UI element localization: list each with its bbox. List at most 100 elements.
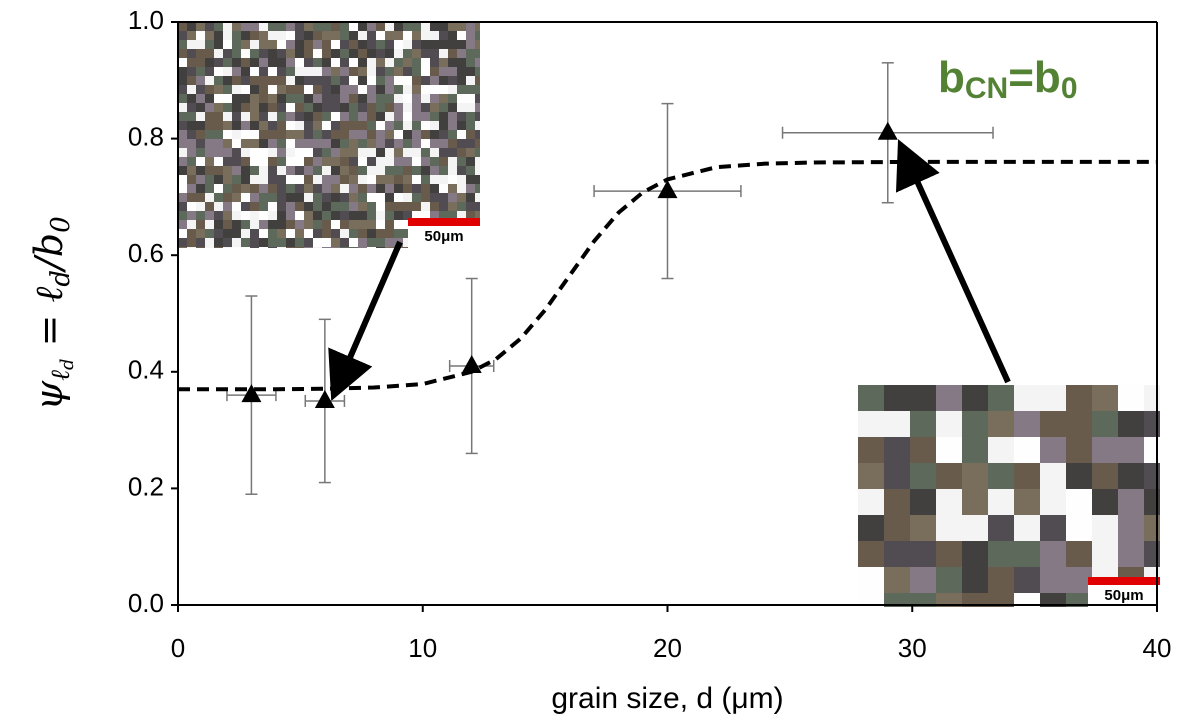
grain: [1092, 489, 1118, 515]
grain: [403, 22, 412, 31]
grain: [349, 121, 358, 130]
grain: [475, 148, 480, 157]
grain: [466, 67, 475, 76]
grain: [277, 193, 286, 202]
grain: [1014, 437, 1040, 463]
grain: [196, 121, 205, 130]
grain: [304, 247, 313, 248]
grain: [250, 157, 259, 166]
grain: [962, 515, 988, 541]
grain: [205, 211, 214, 220]
grain: [394, 193, 403, 202]
grain: [421, 31, 430, 40]
grain: [394, 40, 403, 49]
grain: [223, 67, 232, 76]
grain: [277, 202, 286, 211]
grain: [241, 184, 250, 193]
grain: [295, 238, 304, 247]
grain: [466, 112, 475, 121]
grain: [313, 139, 322, 148]
grain: [232, 202, 241, 211]
grain: [475, 166, 480, 175]
grain: [313, 85, 322, 94]
grain: [367, 211, 376, 220]
grain: [232, 22, 241, 31]
grain: [187, 166, 196, 175]
grain: [268, 184, 277, 193]
grain: [403, 103, 412, 112]
grain: [322, 139, 331, 148]
grain: [385, 175, 394, 184]
grain: [196, 247, 205, 248]
grain: [1040, 463, 1066, 489]
x-tick-label: 30: [898, 633, 927, 663]
grain: [259, 184, 268, 193]
grain: [205, 184, 214, 193]
grain: [421, 67, 430, 76]
grain: [376, 139, 385, 148]
grain: [466, 49, 475, 58]
grain: [1118, 515, 1144, 541]
grain: [232, 166, 241, 175]
grain: [331, 103, 340, 112]
grain: [439, 76, 448, 85]
grain: [1014, 515, 1040, 541]
grain: [232, 148, 241, 157]
grain: [412, 184, 421, 193]
grain: [268, 40, 277, 49]
grain: [358, 229, 367, 238]
grain: [313, 175, 322, 184]
grain: [457, 22, 466, 31]
y-label-part: d: [57, 358, 78, 370]
grain: [214, 112, 223, 121]
grain: [448, 94, 457, 103]
grain: [196, 76, 205, 85]
grain: [259, 121, 268, 130]
grain: [376, 193, 385, 202]
grain: [268, 22, 277, 31]
grain: [367, 103, 376, 112]
grain: [187, 58, 196, 67]
grain: [214, 148, 223, 157]
grain: [178, 40, 187, 49]
grain: [412, 175, 421, 184]
grain: [430, 139, 439, 148]
grain: [358, 220, 367, 229]
y-label-part: 0: [46, 216, 76, 233]
grain: [403, 175, 412, 184]
grain: [466, 103, 475, 112]
grain: [313, 112, 322, 121]
grain: [232, 157, 241, 166]
grain: [884, 541, 910, 567]
grain: [340, 175, 349, 184]
grain: [376, 58, 385, 67]
grain: [178, 157, 187, 166]
grain: [250, 193, 259, 202]
grain: [385, 40, 394, 49]
grain: [349, 220, 358, 229]
grain: [250, 202, 259, 211]
grain: [223, 49, 232, 58]
grain: [988, 541, 1014, 567]
grain: [313, 49, 322, 58]
grain: [457, 139, 466, 148]
grain: [286, 58, 295, 67]
grain: [268, 238, 277, 247]
grain: [349, 229, 358, 238]
grain: [232, 49, 241, 58]
grain: [232, 130, 241, 139]
grain: [466, 157, 475, 166]
grain: [259, 94, 268, 103]
grain: [286, 220, 295, 229]
grain: [178, 22, 187, 31]
grain: [268, 31, 277, 40]
grain: [457, 103, 466, 112]
grain: [349, 130, 358, 139]
grain: [241, 148, 250, 157]
grain: [962, 489, 988, 515]
grain: [196, 58, 205, 67]
grain: [858, 411, 884, 437]
grain: [394, 166, 403, 175]
grain: [421, 58, 430, 67]
grain: [1066, 515, 1092, 541]
